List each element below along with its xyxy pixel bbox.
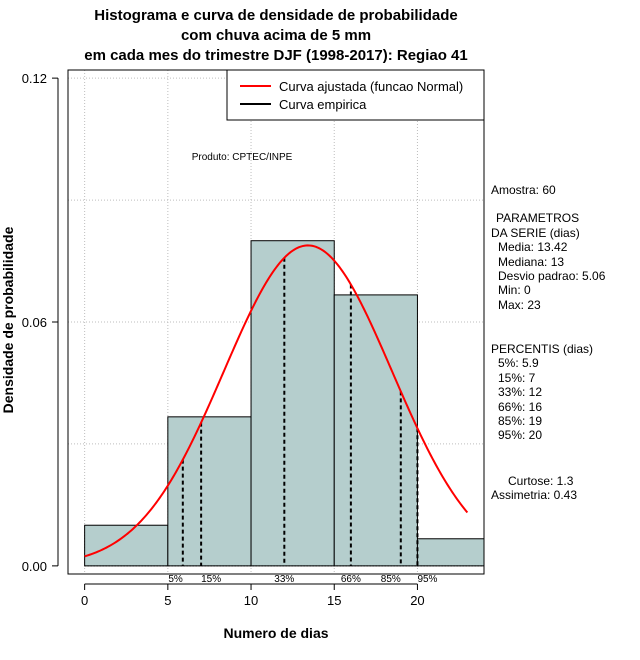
- x-tick-label-1: 5: [164, 593, 171, 608]
- params-title: PARAMETROS: [496, 211, 579, 225]
- y-tick-label-1: 0.06: [22, 315, 47, 330]
- legend-label-normal: Curva ajustada (funcao Normal): [279, 79, 463, 94]
- pct-33: 33%: 12: [498, 385, 542, 399]
- params-subtitle: DA SERIE (dias): [491, 226, 580, 240]
- percentis-title: PERCENTIS (dias): [491, 342, 593, 356]
- chart-title-line-2: com chuva acima de 5 mm: [181, 27, 371, 44]
- chart-title-line-3: em cada mes do trimestre DJF (1998-2017)…: [84, 47, 468, 64]
- x-tick-label-0: 0: [81, 593, 88, 608]
- y-axis-label: Densidade de probabilidade: [0, 226, 16, 413]
- histogram-bar-4: [416, 538, 485, 567]
- percentile-label-3: 66%: [341, 574, 361, 585]
- stat-mediana: Mediana: 13: [498, 255, 564, 269]
- stat-assimetria: Assimetria: 0.43: [491, 488, 577, 502]
- product-annotation: Produto: CPTEC/INPE: [192, 152, 293, 163]
- pct-15: 15%: 7: [498, 371, 536, 385]
- sample-size: Amostra: 60: [491, 183, 556, 197]
- statistics-panel: Amostra: 60 PARAMETROS DA SERIE (dias) M…: [491, 183, 606, 502]
- chart-title-line-1: Histograma e curva de densidade de proba…: [94, 7, 457, 24]
- stat-desvio: Desvio padrao: 5.06: [498, 269, 606, 283]
- normal-curve-group: [84, 244, 469, 558]
- percentile-label-0: 5%: [168, 574, 183, 585]
- legend-box: [226, 69, 485, 121]
- pct-66: 66%: 16: [498, 400, 542, 414]
- x-axis: 0 5 10 15 20: [81, 583, 425, 608]
- pct-95: 95%: 20: [498, 428, 542, 442]
- histogram-bars: [84, 240, 485, 567]
- stat-max: Max: 23: [498, 298, 541, 312]
- y-tick-label-0: 0.00: [22, 559, 47, 574]
- x-axis-label: Numero de dias: [223, 625, 328, 641]
- pct-5: 5%: 5.9: [498, 356, 539, 370]
- percentile-label-1: 15%: [201, 574, 221, 585]
- percentile-lines: 5% 15% 33% 66% 85% 95%: [168, 257, 438, 585]
- x-tick-label-4: 20: [410, 593, 424, 608]
- histogram-bar-2: [250, 240, 335, 567]
- y-tick-label-2: 0.12: [22, 71, 47, 86]
- percentile-label-5: 95%: [417, 574, 437, 585]
- percentile-label-4: 85%: [381, 574, 401, 585]
- legend-label-empirical: Curva empirica: [279, 97, 367, 112]
- normal-curve-line: [84, 244, 469, 558]
- histogram-bar-1: [167, 416, 252, 567]
- histogram-bar-0: [84, 524, 169, 567]
- stat-min: Min: 0: [498, 283, 531, 297]
- y-axis: 0.00 0.06 0.12: [22, 71, 59, 574]
- x-tick-label-2: 10: [244, 593, 258, 608]
- stat-media: Media: 13.42: [498, 240, 568, 254]
- legend: Curva ajustada (funcao Normal) Curva emp…: [226, 69, 485, 121]
- histogram-bar-3: [333, 294, 418, 567]
- x-tick-label-3: 15: [327, 593, 341, 608]
- pct-85: 85%: 19: [498, 414, 542, 428]
- percentile-label-2: 33%: [274, 574, 294, 585]
- stat-curtose: Curtose: 1.3: [508, 474, 574, 488]
